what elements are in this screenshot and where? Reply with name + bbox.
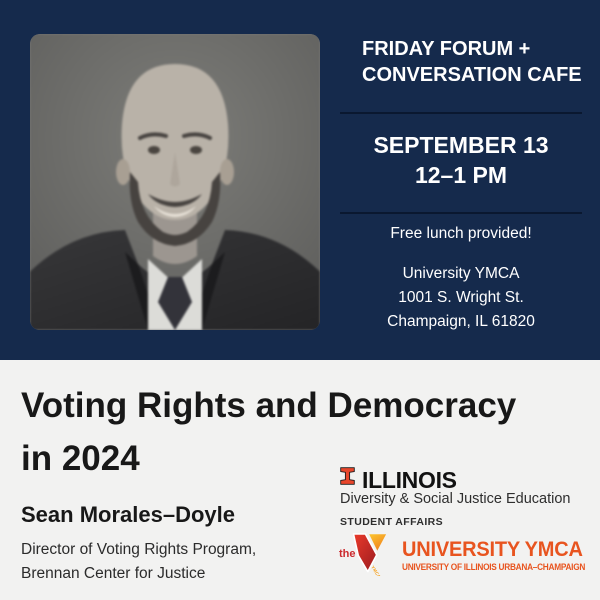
svg-text:the: the (339, 548, 356, 560)
svg-text:YMCA: YMCA (370, 565, 382, 576)
